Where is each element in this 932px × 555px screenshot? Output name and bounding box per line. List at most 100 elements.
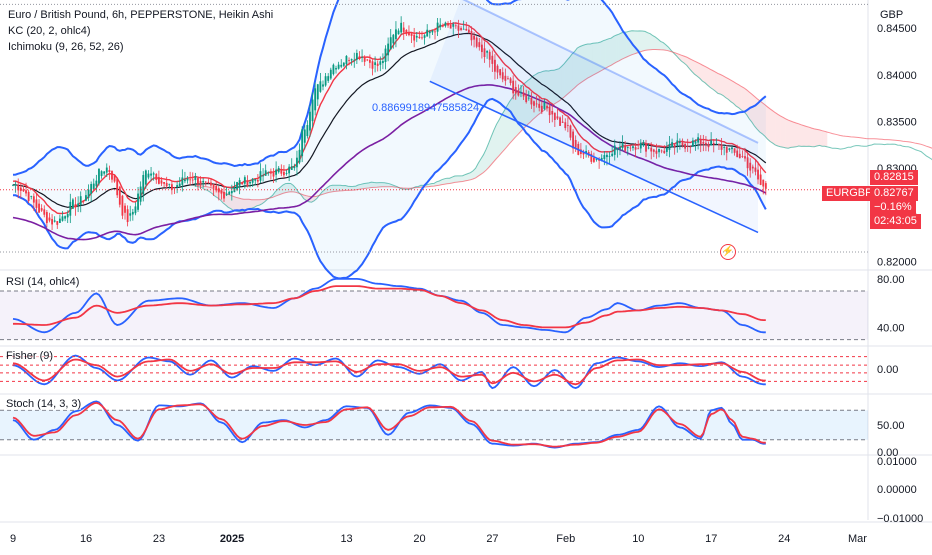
- candle-body: [398, 31, 400, 35]
- candle-body: [359, 56, 361, 59]
- candle-body: [202, 181, 204, 183]
- ichimoku-legend[interactable]: Ichimoku (9, 26, 52, 26): [8, 41, 124, 53]
- candle-body: [200, 181, 202, 184]
- candle-body: [49, 218, 51, 221]
- candle-body: [301, 129, 303, 156]
- lightning-icon[interactable]: ⚡: [720, 244, 736, 260]
- candle-body: [103, 171, 105, 173]
- candle-body: [158, 177, 160, 184]
- stoch-tick-label: 50.00: [877, 420, 905, 432]
- candle-body: [93, 184, 95, 189]
- cloud-segment: [496, 120, 499, 159]
- candle-body: [296, 158, 298, 168]
- candle-body: [421, 37, 423, 38]
- fisher-pane-label[interactable]: Fisher (9): [6, 350, 53, 362]
- candle-body: [366, 60, 368, 61]
- cloud-segment: [809, 127, 812, 146]
- cloud-segment: [650, 34, 653, 50]
- cloud-segment: [770, 109, 773, 143]
- candle-body: [98, 169, 100, 184]
- candle-body: [220, 190, 222, 193]
- symbol-tag: EURGBP: [822, 186, 876, 201]
- candle-body: [260, 171, 262, 181]
- cloud-segment: [642, 31, 645, 51]
- series-line-primary: [13, 356, 766, 389]
- cloud-segment: [705, 66, 708, 85]
- kc-legend[interactable]: KC (20, 2, ohlc4): [8, 25, 91, 37]
- candle-body: [442, 26, 444, 27]
- candle-body: [325, 76, 327, 85]
- candle-body: [33, 196, 35, 202]
- last-price-tag: 0.82767: [870, 186, 918, 201]
- cloud-segment: [645, 31, 648, 50]
- candle-body: [108, 170, 110, 172]
- candle-body: [82, 200, 84, 201]
- countdown-tag: 02:43:05: [870, 214, 921, 229]
- candle-body: [762, 180, 764, 187]
- price-tick-label: 0.84500: [877, 23, 917, 35]
- candle-body: [51, 219, 53, 224]
- price-tick-label: 0.84000: [877, 70, 917, 82]
- candle-body: [132, 212, 134, 215]
- candle-body: [43, 209, 45, 214]
- candle-body: [166, 183, 168, 186]
- candle-body: [416, 36, 418, 38]
- cloud-segment: [736, 83, 739, 107]
- cloud-segment: [713, 70, 716, 91]
- cloud-segment: [718, 73, 721, 94]
- candle-body: [137, 194, 139, 210]
- candle-body: [121, 196, 123, 216]
- candle-body: [335, 68, 337, 69]
- candle-body: [426, 30, 428, 37]
- candle-body: [111, 171, 113, 180]
- candle-body: [77, 203, 79, 205]
- candle-body: [101, 171, 103, 176]
- candle-body: [140, 187, 142, 202]
- candle-body: [116, 178, 118, 195]
- change-tag: −0.16%: [870, 200, 916, 215]
- candle-body: [69, 202, 71, 216]
- candle-body: [437, 23, 439, 32]
- cloud-segment: [804, 126, 807, 147]
- cloud-segment: [796, 123, 799, 147]
- candle-body: [41, 208, 43, 211]
- candle-body: [249, 182, 251, 183]
- cloud-segment: [814, 129, 817, 147]
- candle-body: [174, 187, 176, 188]
- candle-body: [405, 30, 407, 34]
- candle-body: [291, 166, 293, 170]
- candle-body: [205, 182, 207, 183]
- candle-body: [343, 63, 345, 66]
- cloud-segment: [648, 33, 651, 50]
- candle-body: [304, 129, 306, 142]
- cloud-segment: [793, 122, 796, 147]
- cloud-segment: [499, 115, 502, 156]
- candle-body: [75, 204, 77, 207]
- stoch-pane-label[interactable]: Stoch (14, 3, 3): [6, 398, 81, 410]
- cloud-segment: [731, 80, 734, 103]
- candle-body: [364, 57, 366, 61]
- candle-body: [395, 29, 397, 39]
- candle-body: [252, 179, 254, 183]
- cloud-segment: [640, 31, 643, 52]
- candle-body: [424, 35, 426, 38]
- candle-body: [447, 24, 449, 25]
- rsi-pane-label[interactable]: RSI (14, ohlc4): [6, 276, 79, 288]
- cloud-segment: [825, 131, 828, 147]
- candle-body: [275, 170, 277, 175]
- candle-body: [392, 35, 394, 44]
- last-high-tag: 0.82815: [870, 170, 918, 185]
- candle-body: [161, 180, 163, 183]
- trend-annotation: 0.8869918947585824: [372, 102, 479, 114]
- cloud-segment: [455, 176, 458, 183]
- time-tick-label: Feb: [556, 533, 575, 545]
- candle-body: [148, 174, 150, 178]
- pane-tick-label: 0.00: [877, 364, 898, 376]
- extra-pane-tick-label: 0.00000: [877, 484, 917, 496]
- candle-body: [377, 64, 379, 66]
- candle-body: [330, 70, 332, 79]
- candle-body: [88, 190, 90, 198]
- currency-label: GBP: [880, 9, 903, 21]
